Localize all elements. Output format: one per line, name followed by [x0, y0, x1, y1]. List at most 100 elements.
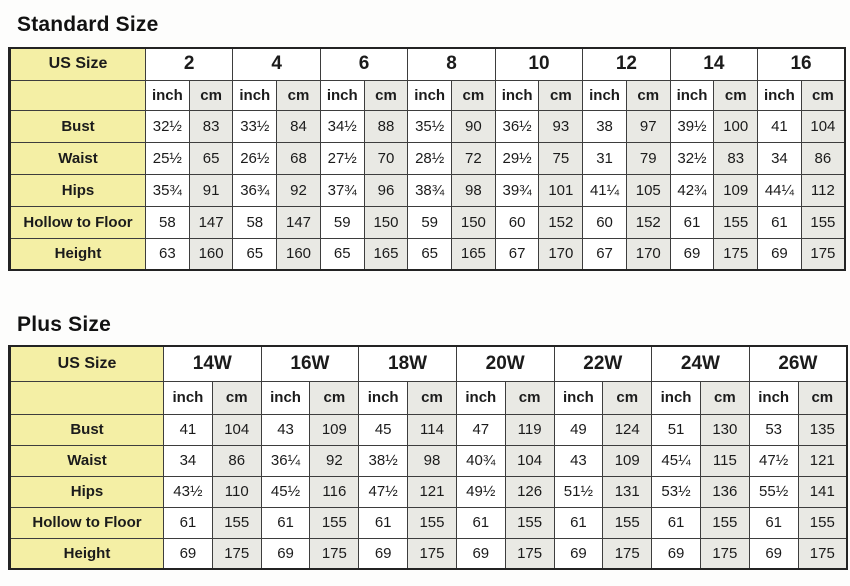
measurement-value-inch: 60 [582, 205, 627, 239]
unit-row-corner [9, 79, 146, 111]
measurement-value-cm: 68 [276, 141, 321, 175]
measurement-value-inch: 41 [757, 109, 802, 143]
unit-header-inch: inch [232, 79, 278, 111]
measurement-value-cm: 152 [625, 205, 671, 239]
measurement-value-inch: 69 [748, 537, 799, 570]
unit-header-cm: cm [363, 79, 409, 111]
measurement-value-cm: 109 [309, 413, 360, 446]
measurement-value-cm: 115 [699, 444, 750, 477]
measurement-value-cm: 86 [211, 444, 262, 477]
measurement-value-cm: 160 [188, 237, 234, 271]
size-column-header: 6 [319, 47, 409, 81]
unit-header-inch: inch [260, 380, 311, 415]
measurement-value-inch: 34 [757, 141, 802, 175]
measurement-value-inch: 33½ [232, 109, 278, 143]
measurement-value-cm: 170 [538, 237, 584, 271]
unit-header-inch: inch [582, 79, 627, 111]
unit-header-inch: inch [319, 79, 365, 111]
unit-row-corner [9, 380, 164, 415]
size-column-header: 8 [407, 47, 496, 81]
measurement-value-cm: 104 [211, 413, 262, 446]
measurement-value-inch: 38½ [358, 444, 409, 477]
unit-header-inch: inch [145, 79, 190, 111]
measurement-value-cm: 83 [713, 141, 759, 175]
measurement-value-inch: 38 [582, 109, 627, 143]
measurement-value-cm: 155 [699, 506, 750, 539]
measurement-value-inch: 69 [455, 537, 506, 570]
measurement-row: Hips 43½ 110 45½ 116 47½ 121 49½ 126 51½ 131 53½ 136… [9, 475, 848, 508]
unit-header-cm: cm [625, 79, 671, 111]
measurement-value-cm: 121 [797, 444, 848, 477]
measurement-value-inch: 69 [553, 537, 604, 570]
measurement-row-label: Bust [9, 109, 146, 143]
measurement-value-cm: 126 [504, 475, 555, 508]
measurement-value-cm: 110 [211, 475, 262, 508]
measurement-value-inch: 51 [651, 413, 701, 446]
measurement-value-inch: 41 [163, 413, 213, 446]
measurement-value-inch: 39½ [669, 109, 715, 143]
measurement-value-cm: 175 [407, 537, 457, 570]
measurement-value-inch: 47 [455, 413, 506, 446]
measurement-value-cm: 141 [797, 475, 848, 508]
measurement-value-cm: 170 [625, 237, 671, 271]
measurement-value-cm: 104 [504, 444, 555, 477]
measurement-value-inch: 59 [407, 205, 453, 239]
measurement-value-inch: 69 [651, 537, 701, 570]
standard-size-title: Standard Size [17, 13, 159, 36]
measurement-value-inch: 61 [358, 506, 409, 539]
measurement-value-cm: 131 [602, 475, 653, 508]
measurement-value-inch: 61 [163, 506, 213, 539]
measurement-value-cm: 147 [188, 205, 234, 239]
measurement-value-inch: 29½ [494, 141, 540, 175]
unit-header-inch: inch [358, 380, 409, 415]
measurement-value-cm: 135 [797, 413, 848, 446]
measurement-value-cm: 175 [699, 537, 750, 570]
measurement-value-inch: 43½ [163, 475, 213, 508]
measurement-value-inch: 40¾ [455, 444, 506, 477]
measurement-row: Bust 41 104 43 109 45 114 47 119 49 124 51 130 53 135 [9, 413, 848, 446]
measurement-value-cm: 155 [211, 506, 262, 539]
measurement-value-cm: 83 [188, 109, 234, 143]
measurement-value-inch: 58 [145, 205, 190, 239]
us-size-corner-label: US Size [9, 345, 164, 382]
size-column-header: 24W [651, 345, 750, 382]
measurement-value-cm: 175 [797, 537, 848, 570]
unit-header-inch: inch [748, 380, 799, 415]
measurement-row: Waist 34 86 36¼ 92 38½ 98 40¾ 104 43 109 45¼ 115 47½ 1… [9, 444, 848, 477]
measurement-value-inch: 61 [748, 506, 799, 539]
unit-header-cm: cm [504, 380, 555, 415]
unit-header-inch: inch [669, 79, 715, 111]
unit-header-cm: cm [602, 380, 653, 415]
measurement-value-inch: 55½ [748, 475, 799, 508]
measurement-value-inch: 60 [494, 205, 540, 239]
measurement-value-cm: 155 [504, 506, 555, 539]
measurement-row-label: Waist [9, 141, 146, 175]
unit-header-cm: cm [713, 79, 759, 111]
unit-header-inch: inch [651, 380, 701, 415]
measurement-value-cm: 175 [309, 537, 360, 570]
measurement-value-cm: 91 [188, 173, 234, 207]
measurement-value-cm: 175 [713, 237, 759, 271]
measurement-value-inch: 65 [407, 237, 453, 271]
measurement-row: Height 69 175 69 175 69 175 69 175 69 175 69 175 69 17… [9, 537, 848, 570]
measurement-value-inch: 31 [582, 141, 627, 175]
size-column-header: 18W [358, 345, 457, 382]
measurement-value-cm: 97 [625, 109, 671, 143]
measurement-value-cm: 175 [800, 237, 846, 271]
measurement-value-cm: 155 [407, 506, 457, 539]
measurement-value-inch: 53½ [651, 475, 701, 508]
measurement-value-cm: 155 [797, 506, 848, 539]
measurement-value-cm: 109 [713, 173, 759, 207]
measurement-value-inch: 32½ [145, 109, 190, 143]
measurement-value-cm: 98 [407, 444, 457, 477]
measurement-value-inch: 65 [319, 237, 365, 271]
measurement-value-inch: 47½ [358, 475, 409, 508]
measurement-value-inch: 61 [260, 506, 311, 539]
measurement-value-inch: 63 [145, 237, 190, 271]
unit-header-inch: inch [553, 380, 604, 415]
measurement-value-inch: 34 [163, 444, 213, 477]
measurement-value-cm: 104 [800, 109, 846, 143]
measurement-row: Hollow to Floor 58 147 58 147 59 150 59 150 60 152… [9, 205, 846, 239]
measurement-value-cm: 93 [538, 109, 584, 143]
